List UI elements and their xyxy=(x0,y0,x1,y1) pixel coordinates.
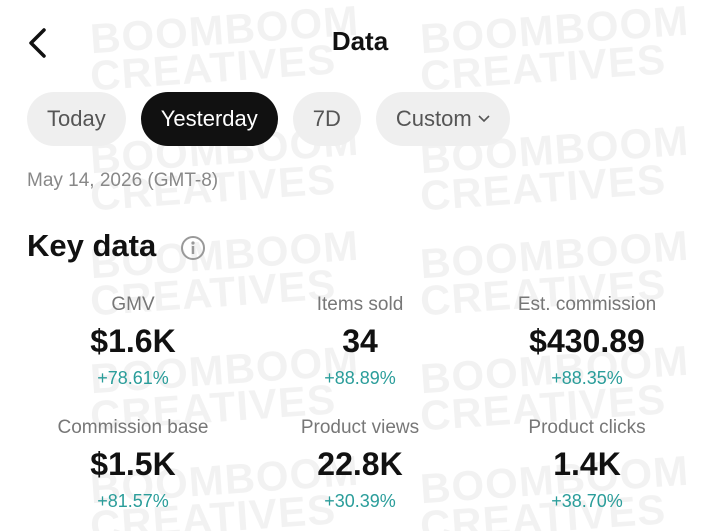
metric-value: $1.6K xyxy=(90,323,176,359)
metric-value: 34 xyxy=(342,323,378,359)
metric-change: +30.39% xyxy=(324,491,396,511)
watermark-text: BOOMBOOM xyxy=(418,221,691,288)
tab[interactable]: Today xyxy=(27,92,126,146)
header: Data xyxy=(0,0,720,84)
metric: Product clicks 1.4K +38.70% xyxy=(474,417,700,512)
metric-label: Commission base xyxy=(57,417,209,438)
dropdown-chevron xyxy=(478,115,490,123)
metric-label: Items sold xyxy=(316,294,404,315)
date-range: May 14, 2026 (GMT-8) xyxy=(27,170,219,191)
metric-label: Est. commission xyxy=(517,294,657,315)
tab[interactable]: 7D xyxy=(292,92,361,146)
metric-change: +88.89% xyxy=(324,368,396,388)
watermark-text: CREATIVES xyxy=(418,155,668,220)
header-title: Data xyxy=(331,26,389,56)
metric-change: +81.57% xyxy=(97,491,169,511)
metric-value: 22.8K xyxy=(317,446,403,482)
tab[interactable]: Yesterday xyxy=(140,92,278,146)
back-button[interactable] xyxy=(26,27,48,59)
section-title: Key data xyxy=(27,228,157,263)
date-tabs: Today Yesterday 7D Custom xyxy=(27,92,510,146)
metric-label: GMV xyxy=(111,294,155,315)
metric: Items sold 34 +88.89% xyxy=(247,294,473,389)
metric-change: +78.61% xyxy=(97,368,169,388)
tab-label: Custom xyxy=(395,106,472,131)
metric: GMV $1.6K +78.61% xyxy=(20,294,246,389)
metric-value: 1.4K xyxy=(553,446,621,482)
info-icon[interactable] xyxy=(180,235,206,261)
metric-change: +88.35% xyxy=(551,368,623,388)
metric: Commission base $1.5K +81.57% xyxy=(20,417,246,512)
metric-label: Product views xyxy=(300,417,420,438)
metric: Product views 22.8K +30.39% xyxy=(247,417,473,512)
tab-label: Today xyxy=(47,106,106,131)
tab-label: 7D xyxy=(312,106,341,131)
metric-change: +38.70% xyxy=(551,491,623,511)
metric-value: $1.5K xyxy=(90,446,176,482)
tab[interactable]: Custom xyxy=(375,92,510,146)
tab-label: Yesterday xyxy=(160,106,258,131)
metric: Est. commission $430.89 +88.35% xyxy=(474,294,700,389)
metric-value: $430.89 xyxy=(529,323,645,359)
metric-label: Product clicks xyxy=(528,417,646,438)
